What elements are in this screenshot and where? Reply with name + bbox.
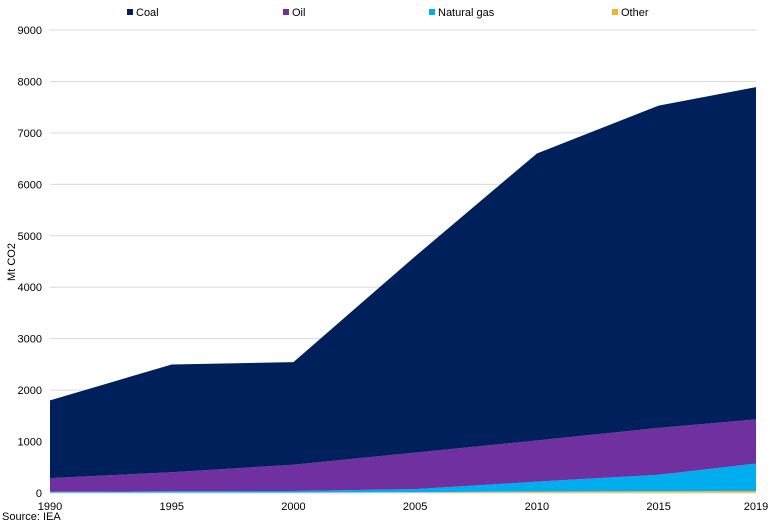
y-tick-label: 1000 — [18, 437, 42, 449]
legend-label-natural-gas: Natural gas — [438, 7, 495, 19]
y-tick-label: 9000 — [18, 25, 42, 37]
legend-label-oil: Oil — [292, 7, 305, 19]
y-axis-label: Mt CO2 — [6, 243, 18, 281]
y-tick-label: 8000 — [18, 76, 42, 88]
legend-swatch-other — [612, 9, 618, 15]
y-tick-label: 5000 — [18, 231, 42, 243]
area-other — [50, 490, 756, 493]
legend-label-coal: Coal — [136, 7, 159, 19]
source-note: Source: IEA — [2, 511, 61, 523]
area-coal — [50, 87, 756, 479]
y-tick-label: 7000 — [18, 128, 42, 140]
x-tick-label: 2010 — [525, 501, 549, 513]
x-axis: 1990 1995 2000 2005 2010 2015 2019 — [38, 492, 768, 513]
y-tick-label: 2000 — [18, 385, 42, 397]
x-tick-label: 1990 — [38, 501, 62, 513]
x-tick-label: 2005 — [403, 501, 427, 513]
area-oil — [50, 419, 756, 492]
x-tick-label: 2015 — [646, 501, 670, 513]
legend-swatch-coal — [127, 9, 133, 15]
y-axis: 0 1000 2000 3000 4000 5000 6000 7000 8000 9000 — [18, 25, 42, 500]
y-tick-label: 6000 — [18, 179, 42, 191]
y-tick-label: 0 — [36, 488, 42, 500]
y-tick-label: 3000 — [18, 334, 42, 346]
x-tick-label: 1995 — [159, 501, 183, 513]
area-natural-gas — [50, 463, 756, 493]
area-series — [50, 87, 756, 493]
legend: Coal Oil Natural gas Other — [127, 7, 649, 19]
legend-label-other: Other — [621, 7, 649, 19]
legend-swatch-oil — [283, 9, 289, 15]
legend-swatch-natural-gas — [429, 9, 435, 15]
x-tick-label: 2000 — [281, 501, 305, 513]
x-tick-label: 2019 — [744, 501, 768, 513]
y-tick-label: 4000 — [18, 282, 42, 294]
